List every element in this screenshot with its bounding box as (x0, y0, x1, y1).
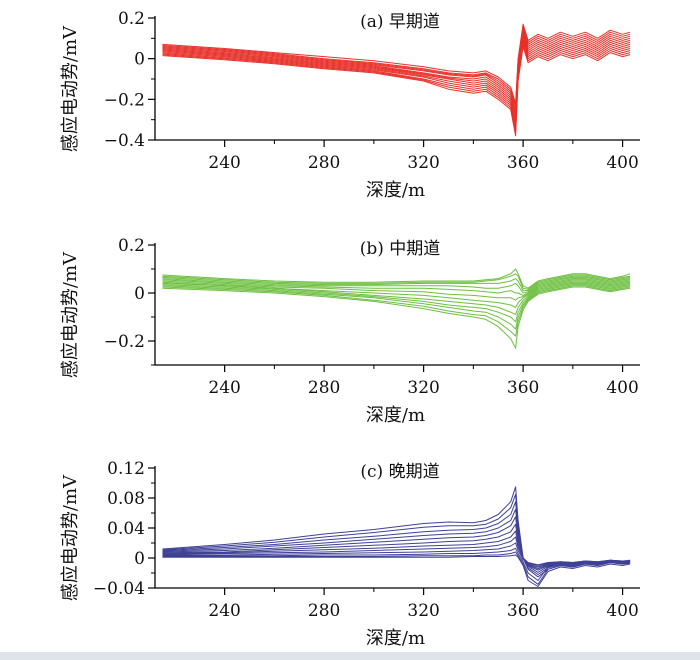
series-line-5 (162, 278, 631, 296)
x-tick-label: 280 (308, 601, 340, 621)
y-axis-title: 感应电动势/mV (60, 251, 81, 378)
x-tick-label: 320 (407, 378, 439, 398)
y-tick-label: 0 (134, 50, 145, 70)
x-axis-title: 深度/m (366, 180, 425, 201)
series-line-8 (162, 281, 631, 316)
series-line-9 (162, 542, 631, 568)
panel-title: (b) 中期道 (360, 239, 441, 259)
y-tick-label: −0.2 (104, 332, 145, 352)
series-line-10 (162, 547, 631, 581)
y-tick-label: −0.04 (93, 579, 145, 599)
y-axis-title: 感应电动势/mV (60, 474, 81, 601)
series-line-3 (162, 275, 631, 292)
y-tick-label: −0.4 (104, 131, 145, 151)
series-line-11 (162, 285, 631, 337)
series-line-1 (162, 268, 631, 289)
x-axis-title: 深度/m (366, 405, 425, 426)
y-tick-label: 0.12 (107, 459, 145, 479)
x-tick-label: 360 (507, 378, 539, 398)
series-line-9 (162, 282, 631, 323)
series-line-2 (162, 273, 631, 290)
x-tick-label: 360 (507, 153, 539, 173)
x-axis-title: 深度/m (366, 628, 425, 649)
panel-title: (c) 晚期道 (360, 462, 439, 482)
series-line-4 (162, 276, 631, 294)
x-tick-label: 280 (308, 378, 340, 398)
y-tick-label: 0 (134, 284, 145, 304)
y-tick-label: 0 (134, 549, 145, 569)
series-group (162, 268, 631, 349)
series-line-12 (162, 286, 631, 349)
series-line-4 (162, 508, 631, 571)
x-tick-label: 240 (208, 378, 240, 398)
y-tick-label: 0.04 (107, 519, 145, 539)
chart-panel-3: 240 280 320 360 400 −0.04 0 0.04 0.08 0.12 (c) 晚期道… (60, 459, 640, 649)
x-tick-label: 400 (606, 601, 638, 621)
x-tick-label: 320 (407, 153, 439, 173)
series-line-10 (162, 284, 631, 330)
x-tick-label: 360 (507, 601, 539, 621)
y-tick-label: 0.08 (107, 489, 145, 509)
series-line-5 (162, 516, 631, 569)
x-tick-label: 400 (606, 378, 638, 398)
x-tick-label: 240 (208, 601, 240, 621)
series-line-12 (162, 554, 631, 587)
x-tick-label: 240 (208, 153, 240, 173)
x-tick-label: 320 (407, 601, 439, 621)
series-line-11 (162, 551, 631, 585)
y-tick-label: 0.2 (118, 9, 145, 29)
x-tick-label: 280 (308, 153, 340, 173)
y-tick-label: 0.2 (118, 236, 145, 256)
series-line-6 (162, 279, 631, 301)
series-line-2 (162, 493, 631, 575)
series-line-7 (162, 280, 631, 308)
bottom-strip (0, 652, 700, 660)
series-group (162, 23, 631, 137)
y-axis-title: 感应电动势/mV (60, 25, 81, 152)
series-group (162, 486, 631, 587)
series-line-12 (162, 46, 631, 137)
panel-title: (a) 早期道 (360, 12, 440, 32)
y-tick-label: −0.2 (104, 90, 145, 110)
x-tick-label: 400 (606, 153, 638, 173)
series-line-8 (162, 536, 631, 566)
